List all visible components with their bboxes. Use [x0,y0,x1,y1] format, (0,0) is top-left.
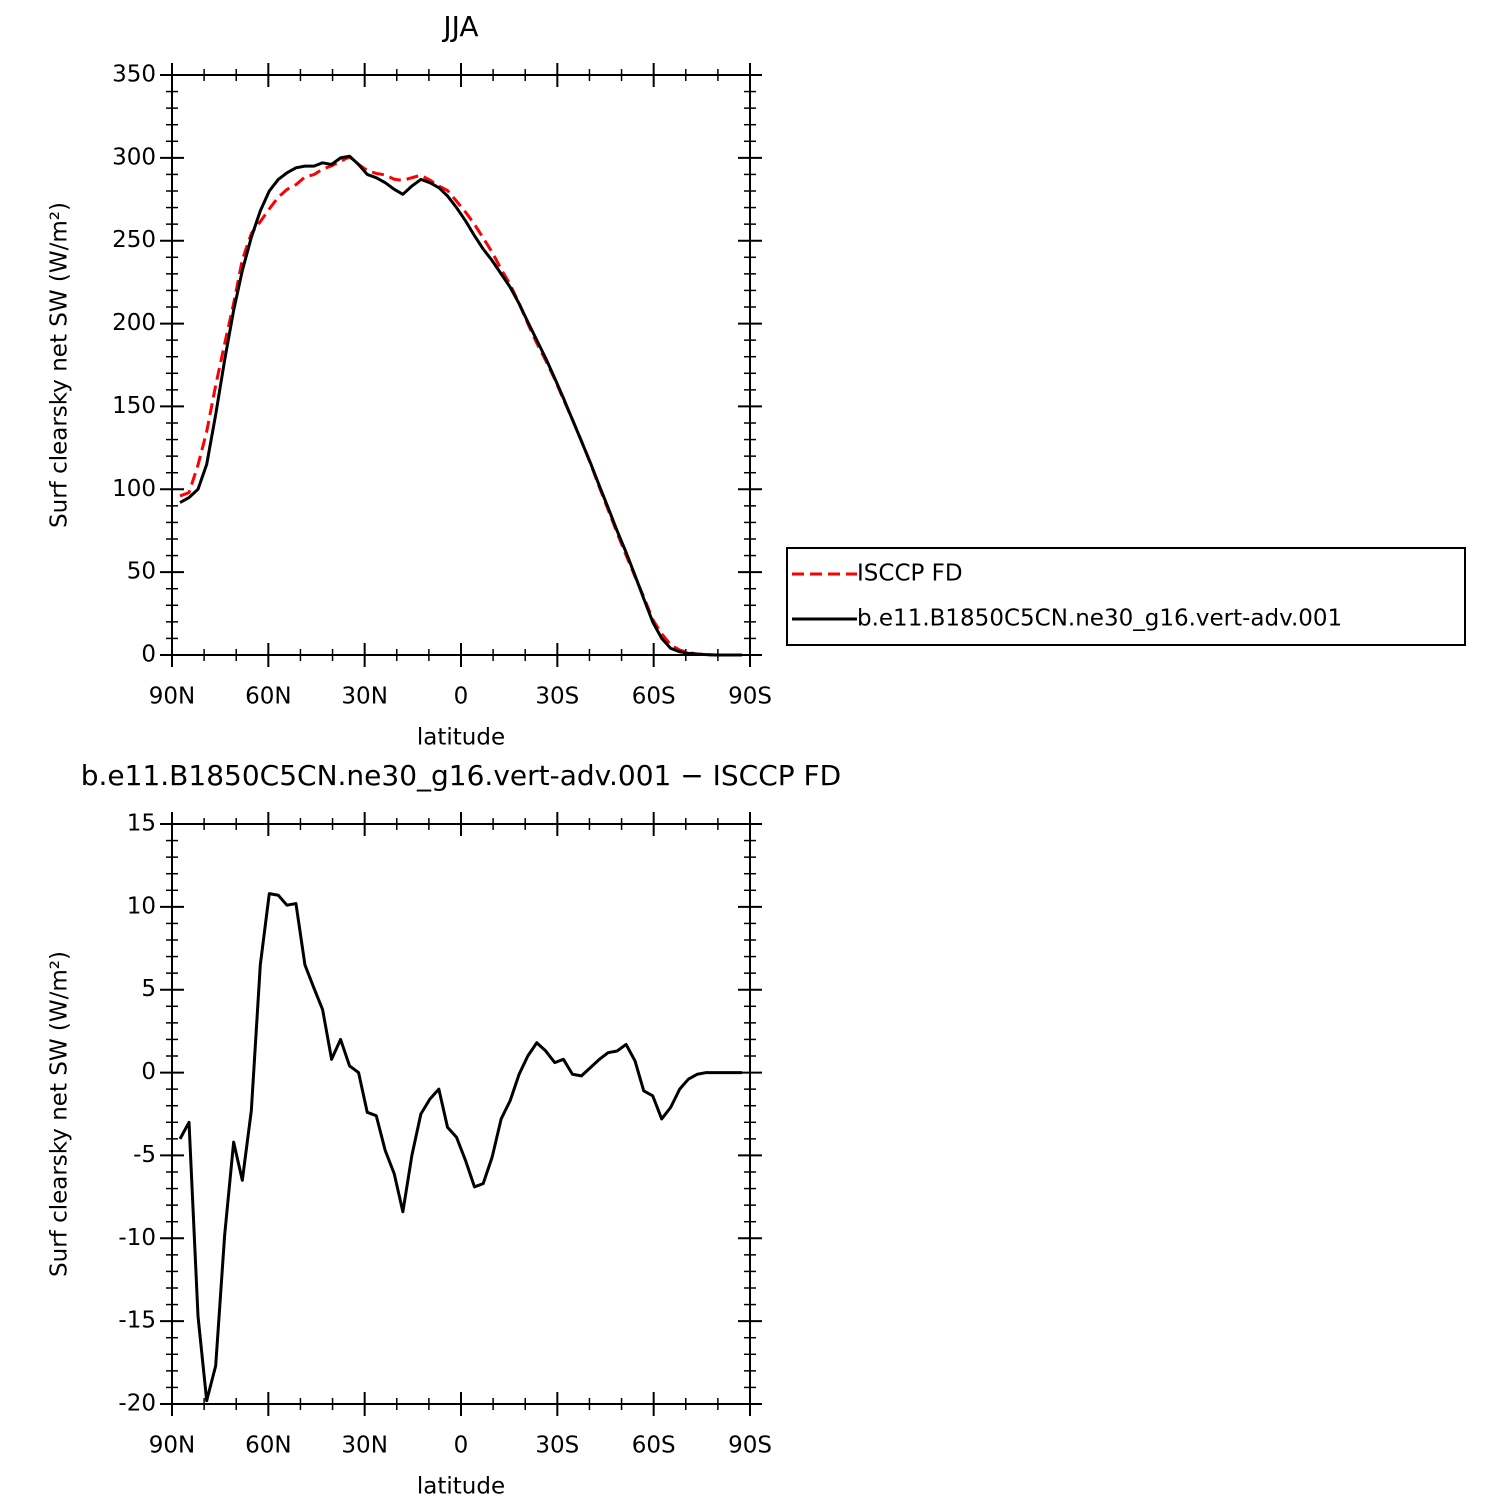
y-tick-label: -20 [118,1391,156,1417]
x-axis-label: latitude [417,1474,505,1500]
x-tick-label: 30N [341,1433,387,1459]
chart-title: b.e11.B1850C5CN.ne30_g16.vert-adv.001 − … [81,759,841,792]
y-tick-label: 100 [112,476,156,502]
x-tick-label: 0 [454,684,469,710]
y-tick-label: 250 [112,227,156,253]
y-tick-label: -15 [118,1308,156,1334]
data-line [179,155,742,657]
x-axis-label: latitude [417,725,505,751]
x-tick-label: 30S [535,684,579,710]
y-tick-label: 350 [112,62,156,88]
x-tick-label: 60N [245,1433,291,1459]
x-tick-label: 90S [728,684,772,710]
y-axis-label: Surf clearsky net SW (W/m²) [47,202,73,528]
legend-box [786,547,1466,646]
y-tick-label: 300 [112,144,156,170]
y-tick-label: -10 [118,1225,156,1251]
x-tick-label: 60S [632,684,676,710]
x-tick-label: 90S [728,1433,772,1459]
x-tick-label: 90N [149,1433,195,1459]
y-tick-label: -5 [133,1142,156,1168]
y-tick-label: 0 [141,1059,156,1085]
y-axis-label: Surf clearsky net SW (W/m²) [47,951,73,1277]
y-tick-label: 15 [127,811,156,837]
chart-title: JJA [441,10,478,43]
x-tick-label: 30S [535,1433,579,1459]
data-line [179,154,742,657]
legend-label: ISCCP FD [857,561,963,587]
x-tick-label: 30N [341,684,387,710]
x-tick-label: 90N [149,684,195,710]
y-tick-label: 0 [141,642,156,668]
y-tick-label: 5 [141,976,156,1002]
y-tick-label: 200 [112,310,156,336]
x-tick-label: 60S [632,1433,676,1459]
y-tick-label: 10 [127,893,156,919]
x-tick-label: 0 [454,1433,469,1459]
x-tick-label: 60N [245,684,291,710]
plot-frame [171,823,751,1405]
y-tick-label: 150 [112,393,156,419]
y-tick-label: 50 [127,559,156,585]
legend-label: b.e11.B1850C5CN.ne30_g16.vert-adv.001 [857,606,1342,632]
data-line [178,892,742,1403]
plot-frame [171,74,751,656]
